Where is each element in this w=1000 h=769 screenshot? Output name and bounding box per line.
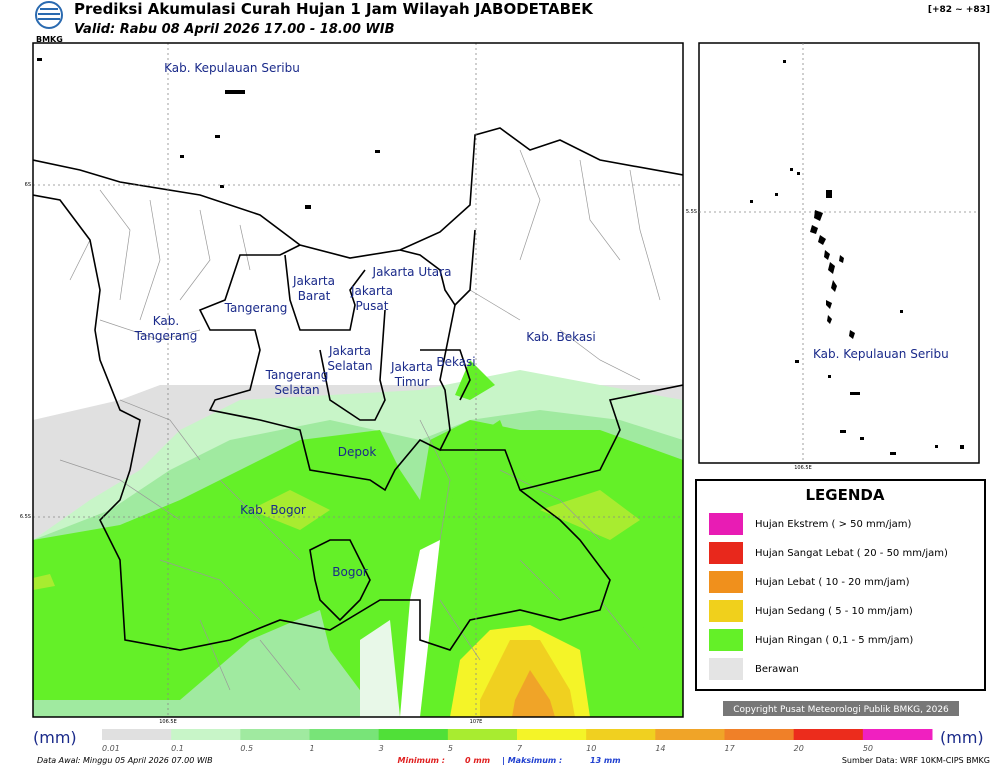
colorbar-segment bbox=[171, 729, 241, 740]
colorbar-tick-label: 20 bbox=[794, 744, 804, 753]
region-label: Jakarta Timur bbox=[390, 360, 433, 389]
colorbar-tick-label: 5 bbox=[448, 744, 453, 753]
legend-title: LEGENDA bbox=[806, 486, 885, 504]
footer-max-value: 13 mm bbox=[590, 756, 621, 765]
main-map: Kab. Kepulauan Seribu Jakarta Utara Jakart… bbox=[33, 43, 683, 717]
legend-label: Hujan Sangat Lebat ( 20 - 50 mm/jam) bbox=[755, 548, 948, 559]
region-label: Jakarta Barat bbox=[292, 274, 335, 303]
grid-lines bbox=[33, 43, 683, 717]
colorbar-tick-label: 1 bbox=[310, 744, 315, 753]
colorbar-segment bbox=[793, 729, 864, 740]
footer-min-label: Minimum : bbox=[398, 756, 446, 765]
region-label: Tangerang bbox=[224, 301, 288, 315]
copyright: Copyright Pusat Meteorologi Publik BMKG,… bbox=[733, 705, 949, 715]
region-label: Kab. Bekasi bbox=[526, 330, 596, 344]
colorbar-tick-label: 14 bbox=[655, 744, 665, 753]
map-frame bbox=[32, 42, 684, 718]
lon-label: 107E bbox=[470, 719, 483, 725]
logo bbox=[35, 1, 63, 29]
legend-box bbox=[695, 479, 986, 691]
lon-label: 106.5E bbox=[159, 719, 176, 725]
region-label: Bogor bbox=[332, 565, 368, 579]
colorbar-segment bbox=[586, 729, 656, 740]
title: Prediksi Akumulasi Curah Hujan 1 Jam Wil… bbox=[74, 0, 594, 18]
footer-min-value: 0 mm bbox=[465, 756, 490, 765]
lat-label: 5.5S bbox=[686, 209, 697, 215]
colorbar-tick-label: 0.01 bbox=[102, 744, 120, 753]
colorbar-tick-label: 10 bbox=[586, 744, 596, 753]
colorbar-segment bbox=[309, 729, 380, 740]
region-label: Tangerang Selatan bbox=[265, 368, 329, 397]
colorbar-unit: (mm) bbox=[940, 728, 984, 747]
legend-label: Hujan Ringan ( 0,1 - 5 mm/jam) bbox=[755, 635, 913, 646]
colorbar-tick-label: 50 bbox=[863, 744, 873, 753]
colorbar-segment bbox=[378, 729, 449, 740]
rain-field bbox=[33, 360, 683, 717]
footer-max-label: | Maksimum : bbox=[502, 756, 562, 765]
colorbar-tick-label: 0.1 bbox=[171, 744, 184, 753]
region-label: Depok bbox=[338, 445, 377, 459]
colorbar-segment bbox=[862, 729, 933, 740]
legend-label: Hujan Sedang ( 5 - 10 mm/jam) bbox=[755, 606, 913, 617]
footer-start: Data Awal: Minggu 05 April 2026 07.00 WI… bbox=[37, 756, 213, 765]
colorbar-tick-label: 7 bbox=[517, 744, 523, 753]
colorbar-segment bbox=[240, 729, 310, 740]
inset-map bbox=[698, 42, 980, 464]
colorbar-tick-label: 0.5 bbox=[240, 744, 253, 753]
region-label: Jakarta Selatan bbox=[327, 344, 372, 373]
colorbar-segment bbox=[517, 729, 587, 740]
legend-swatch bbox=[709, 629, 743, 651]
footer-source: Sumber Data: WRF 10KM-CIPS BMKG bbox=[842, 756, 990, 765]
colorbar-tick-label: 17 bbox=[725, 744, 736, 753]
legend-label: Berawan bbox=[755, 664, 799, 675]
lat-label: 6S bbox=[25, 182, 31, 188]
range: [+82 ~ +83] bbox=[928, 5, 990, 15]
copyright-bg bbox=[723, 701, 959, 716]
region-label: Jakarta Utara bbox=[372, 265, 452, 279]
subtitle: Valid: Rabu 08 April 2026 17.00 - 18.00 … bbox=[74, 22, 395, 37]
region-label: Kab. Tangerang bbox=[134, 314, 198, 343]
legend-label: Hujan Lebat ( 10 - 20 mm/jam) bbox=[755, 577, 910, 588]
inset-region-label: Kab. Kepulauan Seribu bbox=[813, 347, 949, 361]
colorbar-tick-label: 3 bbox=[379, 744, 384, 753]
legend-swatch bbox=[709, 658, 743, 680]
colorbar-segment bbox=[447, 729, 518, 740]
province-borders bbox=[33, 127, 683, 651]
colorbar-unit: (mm) bbox=[33, 728, 77, 747]
legend-swatch bbox=[709, 513, 743, 535]
colorbar-segment bbox=[655, 729, 725, 740]
legend-swatch bbox=[709, 542, 743, 564]
legend-swatch bbox=[709, 600, 743, 622]
lon-label: 106.5E bbox=[794, 465, 811, 471]
region-label: Kab. Bogor bbox=[240, 503, 306, 517]
region-label: Bekasi bbox=[436, 355, 475, 369]
region-label: Kab. Kepulauan Seribu bbox=[164, 61, 300, 75]
legend-label: Hujan Ekstrem ( > 50 mm/jam) bbox=[755, 519, 912, 530]
colorbar-segment bbox=[724, 729, 795, 740]
colorbar-segment bbox=[102, 729, 172, 740]
islands bbox=[37, 58, 380, 209]
logo-text: BMKG bbox=[36, 35, 63, 44]
region-label: Jakarta Pusat bbox=[350, 284, 393, 313]
legend-swatch bbox=[709, 571, 743, 593]
lat-label: 6.5S bbox=[20, 514, 31, 520]
